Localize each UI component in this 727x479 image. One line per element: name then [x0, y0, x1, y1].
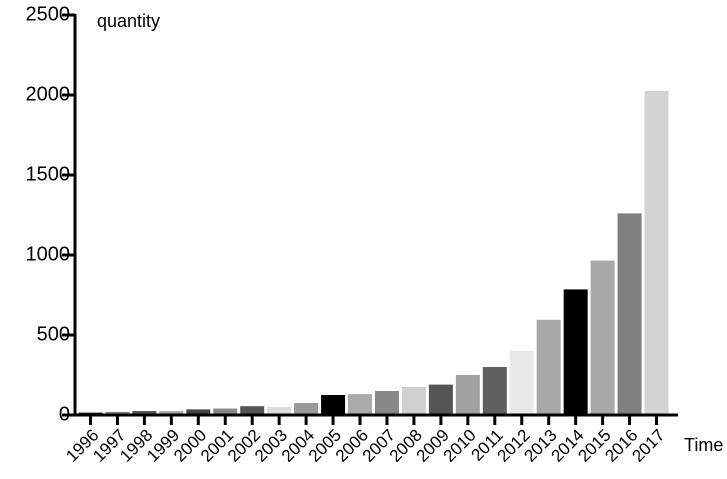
- bar: [348, 394, 373, 415]
- y-tick-label: 500: [37, 323, 70, 345]
- y-tick-label: 2500: [26, 3, 71, 25]
- bar: [186, 409, 211, 415]
- bar: [590, 260, 615, 415]
- bar: [428, 384, 453, 415]
- x-axis-label: Time: [684, 435, 723, 455]
- bar: [240, 406, 265, 415]
- bar: [509, 351, 534, 415]
- bar: [401, 387, 426, 415]
- y-tick-label: 1500: [26, 163, 71, 185]
- y-tick-label: 0: [59, 403, 70, 425]
- bar: [132, 411, 157, 415]
- bar: [105, 411, 130, 415]
- bar: [617, 213, 642, 415]
- bar: [563, 289, 588, 415]
- bar: [374, 391, 399, 415]
- y-tick-label: 1000: [26, 243, 71, 265]
- bar: [455, 375, 480, 415]
- x-tick-label: 2017: [628, 426, 668, 466]
- bar: [159, 411, 184, 415]
- bar: [536, 319, 561, 415]
- bar: [294, 403, 319, 415]
- bar: [267, 407, 292, 415]
- y-tick-label: 2000: [26, 83, 71, 105]
- y-axis-label: quantity: [97, 11, 160, 31]
- bar: [321, 395, 346, 415]
- bar: [644, 91, 669, 415]
- bar: [482, 367, 507, 415]
- bar: [213, 408, 238, 415]
